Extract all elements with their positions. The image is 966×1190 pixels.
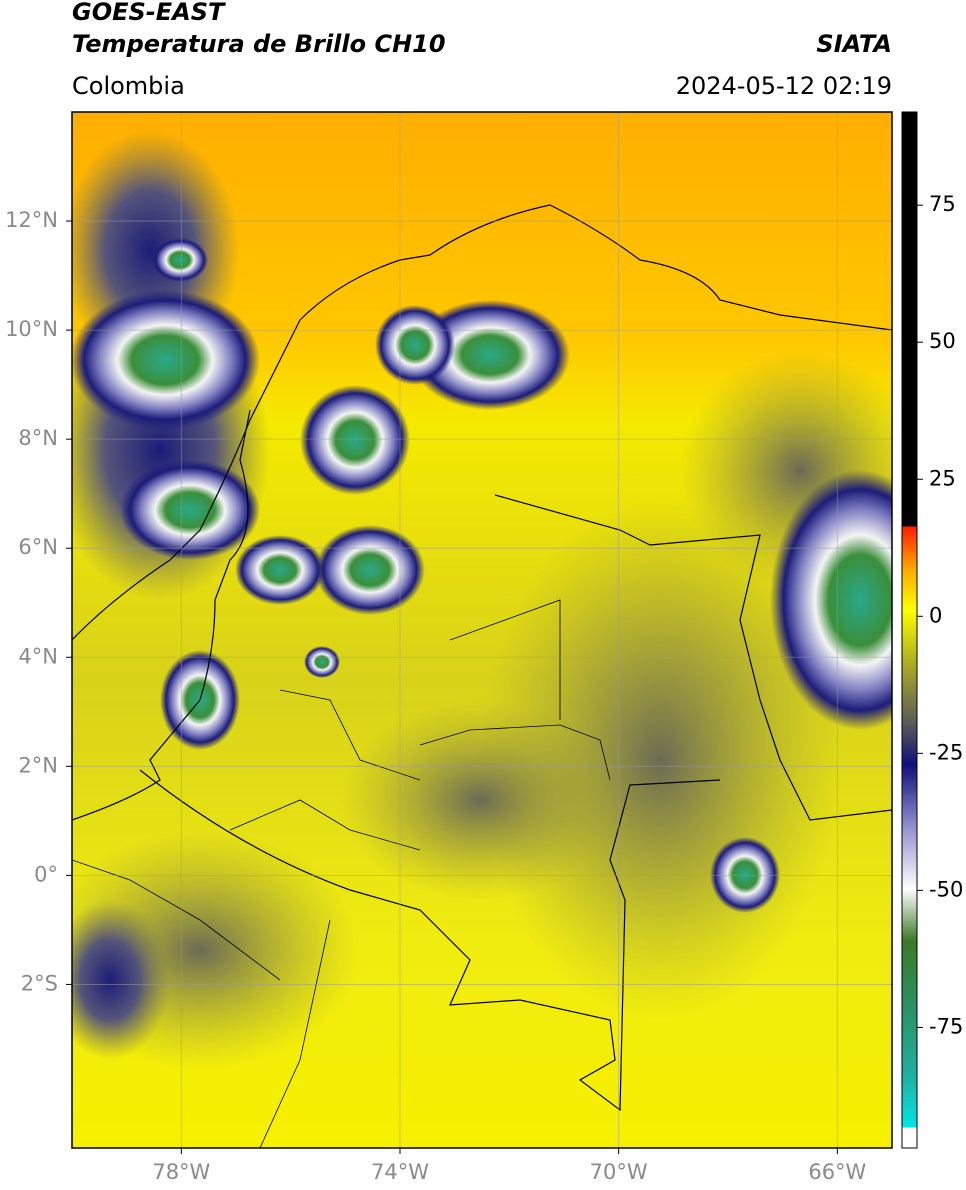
y-tick-label: 0° bbox=[34, 862, 58, 886]
colorbar bbox=[901, 111, 918, 1149]
colorbar-tick-label: 0 bbox=[929, 603, 942, 627]
colorbar-tick-label: -75 bbox=[929, 1014, 963, 1038]
y-tick-label: 2°N bbox=[18, 753, 58, 777]
y-tick-label: 8°N bbox=[18, 426, 58, 450]
datetime: 2024-05-12 02:19 bbox=[676, 72, 892, 100]
source: SIATA bbox=[816, 30, 892, 58]
colorbar-tick-label: -25 bbox=[929, 740, 963, 764]
y-tick-label: 4°N bbox=[18, 644, 58, 668]
y-tick-label: 10°N bbox=[5, 317, 58, 341]
map-frame bbox=[71, 111, 893, 1149]
title: GOES-EAST bbox=[72, 0, 226, 26]
subtitle: Temperatura de Brillo CH10 bbox=[72, 30, 446, 58]
grid bbox=[72, 112, 892, 1148]
x-tick-label: 66°W bbox=[808, 1160, 866, 1184]
x-tick-label: 74°W bbox=[371, 1160, 429, 1184]
colorbar-tick-label: 75 bbox=[929, 192, 956, 216]
satellite-image bbox=[72, 112, 892, 1148]
y-tick-label: 6°N bbox=[18, 535, 58, 559]
x-tick-label: 70°W bbox=[590, 1160, 648, 1184]
y-tick-label: 12°N bbox=[5, 208, 58, 232]
x-tick-label: 78°W bbox=[152, 1160, 210, 1184]
region: Colombia bbox=[72, 72, 185, 100]
colorbar-tick-label: -50 bbox=[929, 877, 963, 901]
colorbar-tick-label: 25 bbox=[929, 466, 956, 490]
colorbar-tick-label: 50 bbox=[929, 329, 956, 353]
y-tick-label: 2°S bbox=[21, 971, 58, 995]
